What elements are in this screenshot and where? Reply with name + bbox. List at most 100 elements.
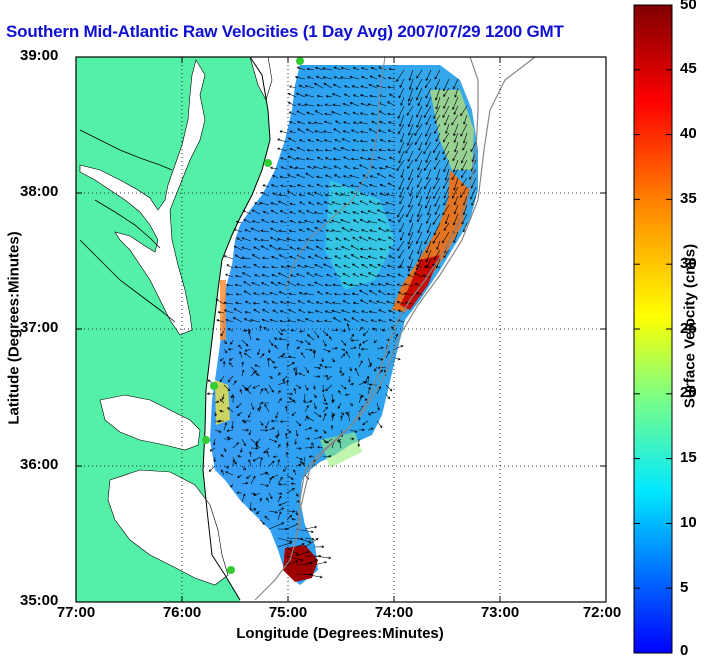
velocity-vector	[416, 177, 423, 188]
velocity-vector	[462, 222, 468, 233]
velocity-vector	[424, 177, 432, 190]
velocity-vector	[237, 474, 243, 478]
velocity-vector	[436, 240, 441, 250]
velocity-vector	[303, 393, 306, 403]
velocity-vector	[325, 247, 333, 251]
velocity-vector	[257, 407, 261, 413]
velocity-vector	[255, 444, 261, 449]
velocity-vector	[360, 156, 369, 161]
velocity-vector	[235, 274, 243, 278]
velocity-vector	[373, 366, 378, 372]
x-tick-label: 77:00	[56, 604, 96, 621]
velocity-vector	[352, 310, 360, 314]
velocity-vector	[461, 150, 468, 164]
velocity-vector	[385, 350, 390, 359]
velocity-vector	[244, 229, 252, 233]
y-tick-label: 36:00	[20, 456, 59, 473]
velocity-vector	[251, 254, 261, 260]
isobath-inner	[284, 57, 386, 291]
velocity-vector	[253, 492, 261, 496]
velocity-vector	[278, 229, 288, 233]
velocity-vector	[408, 78, 414, 90]
velocity-vector	[394, 345, 404, 350]
velocity-vector	[241, 438, 246, 446]
velocity-vector	[362, 420, 369, 426]
velocity-vector	[408, 96, 414, 106]
velocity-vector	[361, 76, 369, 80]
velocity-vector	[359, 219, 369, 224]
velocity-vector	[358, 360, 363, 368]
velocity-vector	[397, 204, 405, 218]
velocity-vector	[333, 147, 342, 152]
velocity-vector	[348, 375, 351, 383]
velocity-vector	[351, 292, 360, 296]
velocity-vector	[299, 329, 306, 333]
velocity-vector	[279, 175, 288, 179]
velocity-vector	[378, 148, 387, 152]
velocity-vector	[423, 159, 432, 171]
velocity-vector	[313, 366, 321, 370]
velocity-vector	[241, 256, 252, 260]
velocity-vector	[214, 400, 220, 404]
velocity-vector	[324, 103, 333, 107]
velocity-vector	[271, 301, 279, 305]
velocity-vector	[243, 329, 252, 332]
x-tick-label: 75:00	[268, 604, 308, 621]
velocity-vector	[268, 522, 285, 530]
velocity-vector	[259, 483, 269, 487]
velocity-vector	[261, 256, 270, 260]
velocity-vector	[218, 419, 225, 423]
velocity-vector	[234, 283, 243, 287]
velocity-vector	[414, 123, 423, 136]
velocity-vector	[340, 219, 351, 224]
velocity-vector	[349, 366, 352, 372]
velocity-vector	[253, 246, 261, 251]
velocity-vector	[368, 383, 378, 387]
velocity-vector	[408, 123, 414, 136]
velocity-vector	[209, 447, 216, 452]
velocity-vector	[286, 487, 295, 494]
velocity-vector	[230, 339, 234, 345]
velocity-vector	[277, 495, 282, 503]
velocity-vector	[271, 220, 279, 224]
velocity-vector	[254, 274, 261, 278]
velocity-vector	[378, 309, 387, 314]
velocity-vector	[376, 357, 384, 361]
velocity-vector	[370, 319, 378, 323]
velocity-vector	[250, 371, 256, 377]
velocity-vector	[259, 428, 268, 432]
velocity-vector	[461, 177, 468, 187]
velocity-vector	[289, 211, 297, 215]
velocity-vector	[278, 254, 288, 260]
velocity-vector	[313, 545, 325, 549]
isobath-deep	[254, 57, 536, 601]
velocity-vector	[377, 263, 387, 269]
velocity-vector	[453, 105, 459, 115]
velocity-vector	[322, 67, 333, 71]
velocity-vector	[271, 256, 279, 260]
velocity-vector	[453, 195, 459, 206]
velocity-vector	[407, 132, 414, 146]
velocity-vector	[409, 186, 414, 197]
velocity-vector	[394, 357, 401, 361]
velocity-vector	[381, 329, 387, 332]
velocity-vector	[307, 139, 315, 143]
velocity-vector	[443, 87, 450, 97]
velocity-vector	[299, 291, 306, 296]
velocity-vector	[271, 419, 279, 423]
velocity-vector	[407, 159, 414, 169]
velocity-vector	[259, 353, 265, 359]
velocity-vector	[386, 229, 396, 233]
velocity-vector	[399, 222, 405, 233]
velocity-vector	[306, 272, 315, 278]
velocity-vector	[225, 318, 234, 323]
velocity-vector	[241, 428, 249, 432]
velocity-vector	[387, 112, 396, 116]
y-tick-label: 39:00	[20, 47, 59, 64]
velocity-vector	[376, 300, 387, 305]
velocity-vector	[368, 300, 378, 305]
velocity-vector	[417, 240, 423, 255]
velocity-vector	[398, 141, 405, 154]
velocity-vector	[214, 429, 222, 433]
velocity-vector	[323, 263, 333, 269]
